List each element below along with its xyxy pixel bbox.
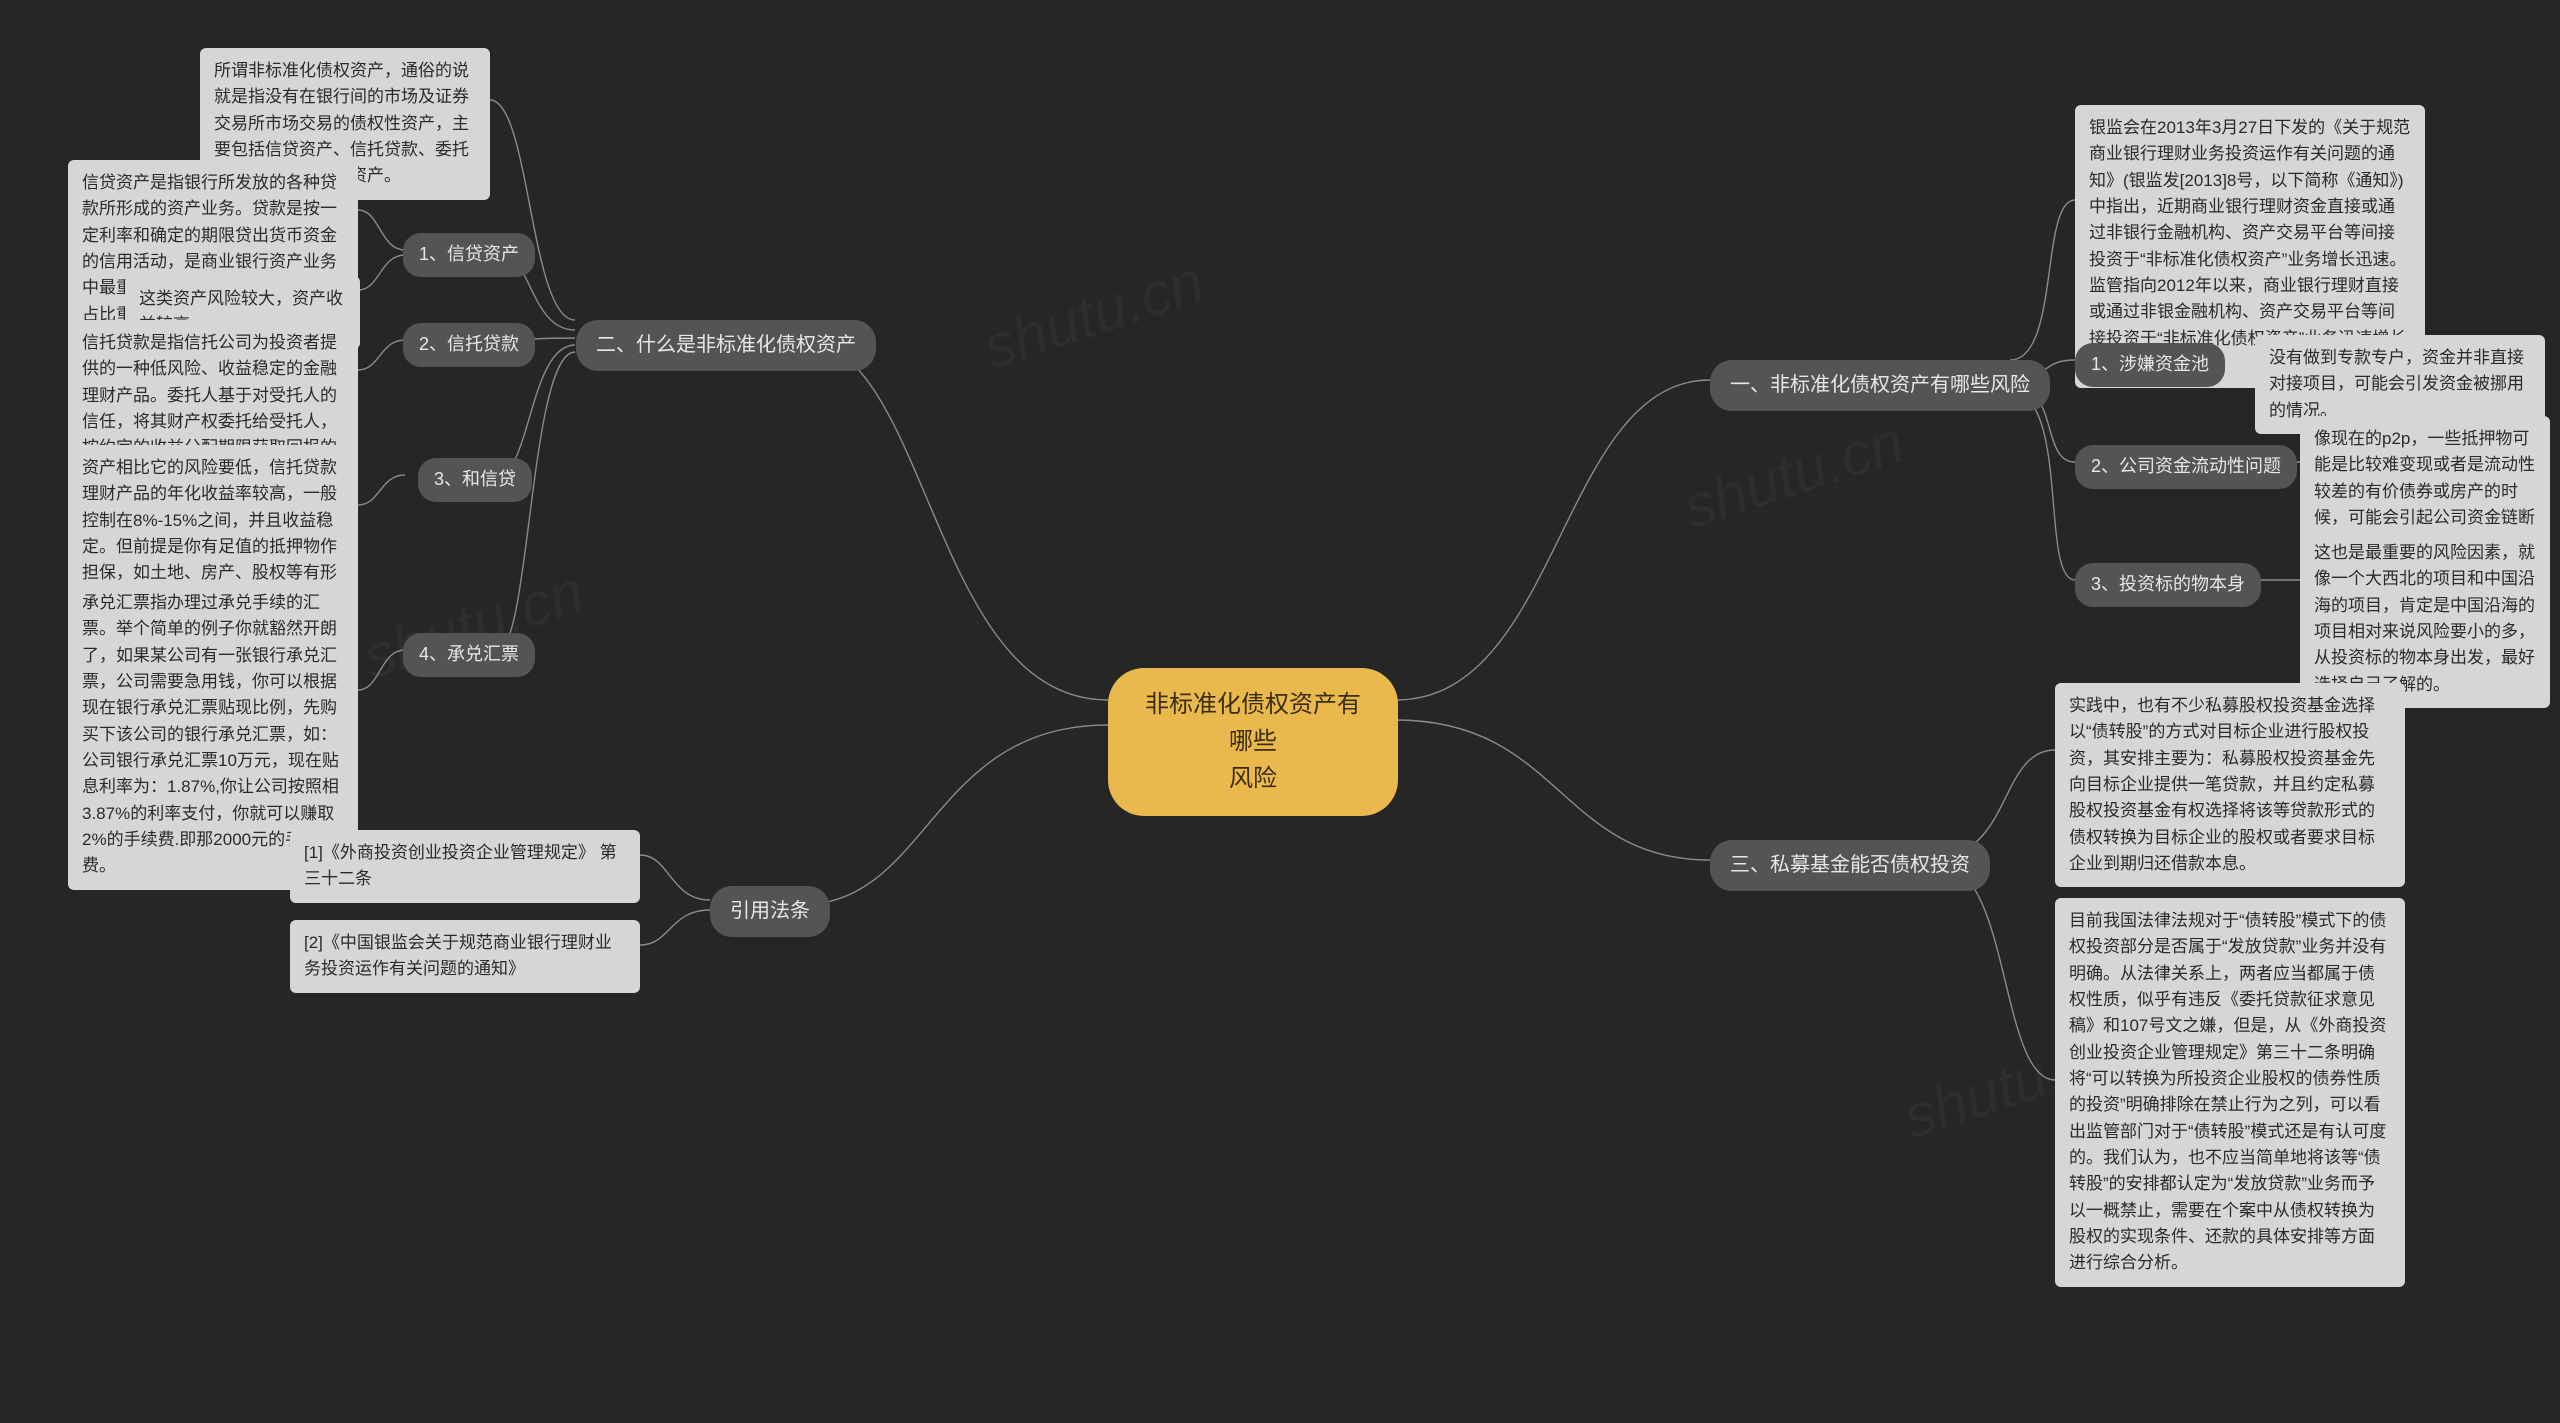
sub-b2-s1[interactable]: 1、信贷资产	[403, 233, 535, 277]
root-line2: 风险	[1136, 760, 1370, 797]
leaf-b1-s3: 这也是最重要的风险因素，就像一个大西北的项目和中国沿海的项目，肯定是中国沿海的项…	[2300, 530, 2550, 708]
leaf-ref-2: [2]《中国银监会关于规范商业银行理财业务投资运作有关问题的通知》	[290, 920, 640, 993]
watermark: shutu.cn	[975, 247, 1212, 383]
watermark: shutu.cn	[1675, 407, 1912, 543]
branch-risks[interactable]: 一、非标准化债权资产有哪些风险	[1710, 360, 2050, 411]
sub-b1-s1[interactable]: 1、涉嫌资金池	[2075, 343, 2225, 387]
sub-b2-s4[interactable]: 4、承兑汇票	[403, 633, 535, 677]
sub-b1-s3[interactable]: 3、投资标的物本身	[2075, 563, 2261, 607]
sub-b2-s3[interactable]: 3、和信贷	[418, 458, 532, 502]
root-node[interactable]: 非标准化债权资产有哪些 风险	[1108, 668, 1398, 816]
mindmap-canvas: shutu.cn shutu.cn shutu.cn shutu.cn	[0, 0, 2560, 1423]
branch-what-is[interactable]: 二、什么是非标准化债权资产	[576, 320, 876, 371]
root-line1: 非标准化债权资产有哪些	[1136, 686, 1370, 760]
sub-b1-s2[interactable]: 2、公司资金流动性问题	[2075, 445, 2297, 489]
leaf-b3-2: 目前我国法律法规对于“债转股”模式下的债权投资部分是否属于“发放贷款”业务并没有…	[2055, 898, 2405, 1287]
leaf-ref-1: [1]《外商投资创业投资企业管理规定》 第三十二条	[290, 830, 640, 903]
leaf-b3-1: 实践中，也有不少私募股权投资基金选择以“债转股”的方式对目标企业进行股权投资，其…	[2055, 683, 2405, 887]
branch-references[interactable]: 引用法条	[710, 886, 830, 937]
sub-b2-s2[interactable]: 2、信托贷款	[403, 323, 535, 367]
branch-private-fund[interactable]: 三、私募基金能否债权投资	[1710, 840, 1990, 891]
